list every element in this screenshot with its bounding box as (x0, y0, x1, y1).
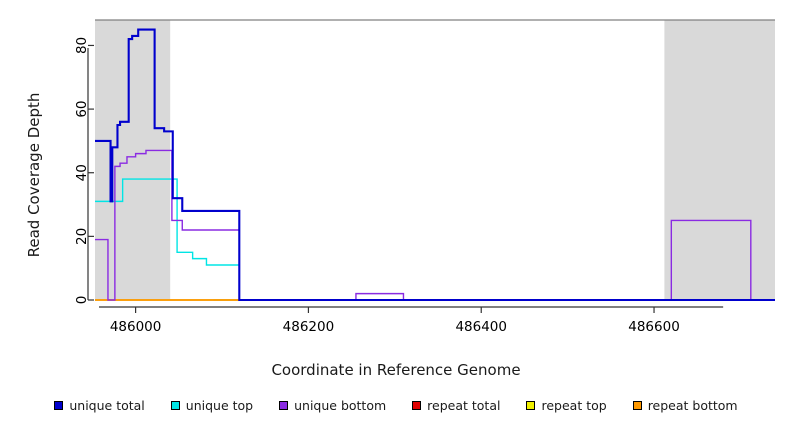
y-tick-label: 60 (74, 100, 90, 117)
axis-ticks (88, 44, 655, 313)
legend-item-repeat-total: repeat total (412, 398, 500, 413)
legend-item-unique-top: unique top (170, 398, 254, 413)
legend-item-repeat-top: repeat top (526, 398, 607, 413)
axis-frame (87, 19, 775, 308)
legend-label: unique top (185, 398, 254, 413)
legend-label: repeat top (541, 398, 607, 413)
x-tick-label: 486400 (455, 319, 507, 335)
legend-swatch-icon (170, 401, 180, 410)
data-series (95, 28, 775, 302)
axis-tick-labels: 0 20 40 60 80 486000 486200 486400 486600 (74, 37, 680, 335)
legend-label: repeat total (427, 398, 501, 413)
legend-label: unique total (69, 398, 145, 413)
x-tick-label: 486200 (283, 319, 335, 335)
x-tick-label: 486600 (628, 319, 680, 335)
legend-swatch-icon (632, 401, 642, 410)
legend-item-repeat-bottom: repeat bottom (632, 398, 738, 413)
legend-label: unique bottom (294, 398, 387, 413)
shaded-region (664, 20, 775, 300)
legend-swatch-icon (412, 401, 422, 410)
x-tick-label: 486000 (110, 319, 162, 335)
y-tick-label: 20 (74, 228, 90, 245)
legend-swatch-icon (526, 401, 536, 410)
y-tick-label: 80 (74, 37, 90, 54)
series-line-unique-top (95, 178, 775, 301)
x-axis-title: Coordinate in Reference Genome (271, 361, 521, 379)
legend-item-unique-total: unique total (54, 398, 145, 413)
legend-swatch-icon (279, 401, 289, 410)
legend-item-unique-bottom: unique bottom (279, 398, 386, 413)
shaded-region (95, 20, 171, 300)
legend-label: repeat bottom (647, 398, 738, 413)
chart-legend: unique total unique top unique bottom repea… (0, 398, 792, 413)
series-line-unique-total (95, 28, 775, 302)
legend-swatch-icon (54, 401, 64, 410)
y-tick-label: 0 (74, 296, 90, 305)
y-tick-label: 40 (74, 164, 90, 181)
